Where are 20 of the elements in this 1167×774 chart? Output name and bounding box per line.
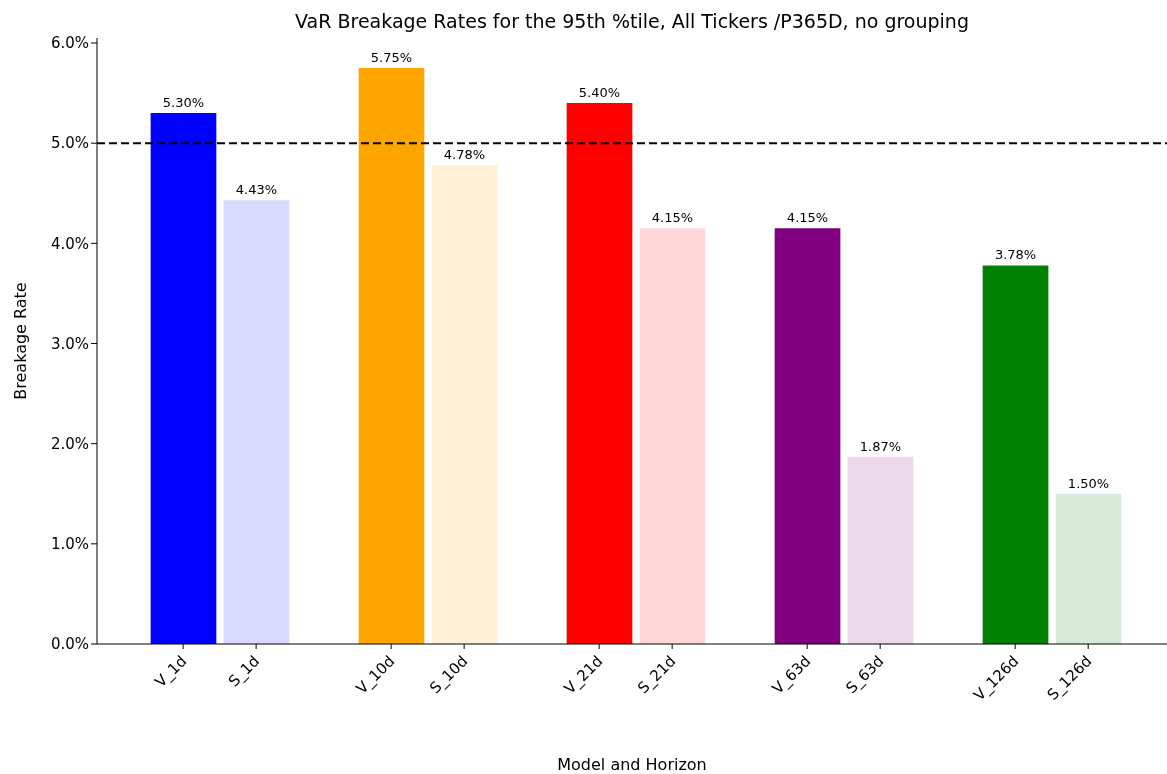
y-tick-label: 0.0% [50, 635, 89, 654]
data-label: 1.50% [1067, 475, 1110, 491]
data-label: 4.78% [443, 147, 486, 163]
data-label: 3.78% [994, 247, 1037, 263]
data-label: 5.75% [370, 50, 413, 66]
x-axis-title: Model and Horizon [556, 755, 708, 774]
y-tick-label: 2.0% [50, 434, 89, 453]
data-label: 4.15% [651, 210, 694, 226]
y-tick-label: 4.0% [50, 234, 89, 253]
y-axis-title: Breakage Rate [10, 282, 30, 400]
y-tick-label: 1.0% [50, 535, 89, 554]
y-tick-label: 5.0% [50, 134, 89, 153]
data-label: 5.30% [162, 95, 205, 111]
data-label: 5.40% [578, 85, 621, 101]
data-label: 4.15% [786, 210, 829, 226]
data-label: 1.87% [859, 438, 902, 454]
y-tick-label: 6.0% [50, 34, 89, 53]
data-label: 4.43% [235, 182, 278, 198]
chart-title: VaR Breakage Rates for the 95th %tile, All Tickers /P365D, no grouping [294, 10, 970, 32]
y-tick-label: 3.0% [50, 334, 89, 353]
